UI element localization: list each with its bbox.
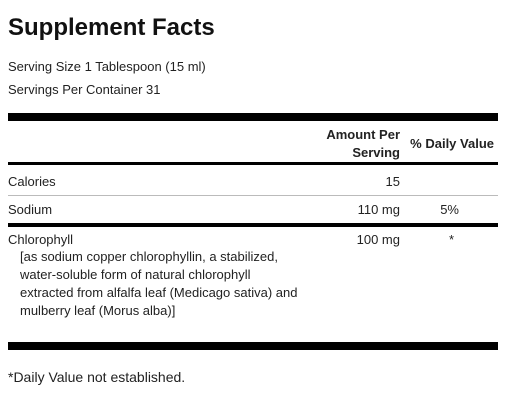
amount-header: Amount Per Serving [326, 127, 400, 160]
servings-per-container: Servings Per Container 31 [8, 82, 161, 97]
footnote: *Daily Value not established. [8, 369, 186, 385]
row-name: Chlorophyll [8, 232, 74, 247]
title: Supplement Facts [8, 14, 215, 41]
row-amount: 110 mg [357, 202, 400, 217]
thin-rule [8, 195, 498, 196]
row-daily-value: * [448, 232, 454, 247]
daily-value-header: % Daily Value [410, 136, 494, 151]
thick-rule [8, 342, 498, 350]
serving-size: Serving Size 1 Tablespoon (15 ml) [8, 59, 206, 74]
row-description: [as sodium copper chlorophyllin, a stabi… [20, 249, 298, 318]
rule [8, 162, 498, 165]
row-name: Sodium [8, 202, 53, 217]
row-daily-value: 5% [440, 202, 459, 217]
rule [8, 223, 498, 227]
thick-rule [8, 113, 498, 121]
row-name: Calories [8, 174, 56, 189]
row-amount: 100 mg [356, 232, 400, 247]
row-amount: 15 [385, 174, 400, 189]
